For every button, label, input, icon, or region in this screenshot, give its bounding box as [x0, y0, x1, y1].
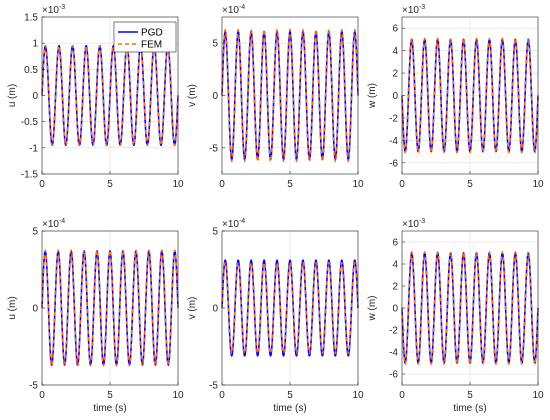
- x-tick-label: 0: [219, 390, 225, 401]
- axis-exponent-label: ×10-3: [402, 218, 425, 230]
- legend-label-fem: FEM: [141, 40, 162, 51]
- y-axis-label: v (m): [187, 84, 198, 107]
- y-tick-label: 5: [212, 39, 218, 50]
- y-tick-label: 6: [392, 238, 398, 249]
- legend-label-pgd: PGD: [141, 28, 163, 39]
- y-axis-label: w (m): [367, 296, 378, 322]
- x-tick-label: 10: [172, 179, 184, 190]
- series-line-fem: [401, 250, 539, 366]
- x-tick-label: 5: [107, 179, 113, 190]
- axis-exponent-label: ×10-4: [222, 218, 245, 230]
- y-tick-label: 4: [392, 46, 398, 57]
- legend-box: [113, 21, 177, 53]
- y-axis-label: w (m): [367, 83, 378, 109]
- y-tick-label: -4: [389, 136, 398, 147]
- y-tick-label: 0: [212, 91, 218, 102]
- chart-panel-3: 0 5 10 -6 -4 -2 0 2 4 6 ×10-3 w (m): [367, 4, 544, 190]
- y-tick-label: 1.5: [24, 13, 38, 24]
- y-tick-label: 0.5: [24, 65, 38, 76]
- x-tick-label: 5: [287, 179, 293, 190]
- x-tick-label: 0: [39, 390, 45, 401]
- y-tick-label: 2: [392, 282, 398, 293]
- y-tick-label: 0: [392, 304, 398, 315]
- y-tick-label: 0: [32, 304, 38, 315]
- y-tick-label: -5: [209, 381, 218, 392]
- y-tick-label: -1.5: [21, 170, 39, 181]
- x-tick-label: 5: [467, 179, 473, 190]
- x-tick-label: 5: [467, 390, 473, 401]
- x-tick-label: 10: [532, 179, 544, 190]
- series-line-fem: [221, 28, 359, 163]
- x-tick-label: 0: [399, 390, 405, 401]
- axis-exponent-label: ×10-3: [42, 4, 65, 16]
- y-tick-label: -0.5: [21, 117, 39, 128]
- y-tick-label: 6: [392, 24, 398, 35]
- x-tick-label: 0: [219, 179, 225, 190]
- y-tick-label: 0: [212, 304, 218, 315]
- x-tick-label: 5: [107, 390, 113, 401]
- y-tick-label: 5: [212, 227, 218, 238]
- series-line-fem: [401, 37, 539, 154]
- y-tick-label: 2: [392, 69, 398, 80]
- chart-panel-2: 0 5 10 -5 0 5 ×10-4 v (m): [187, 4, 364, 190]
- y-tick-label: -6: [389, 370, 398, 381]
- y-tick-label: -5: [209, 143, 218, 154]
- x-axis-label: time (s): [273, 403, 306, 414]
- series-line-fem: [41, 45, 179, 146]
- y-tick-label: 0: [32, 91, 38, 102]
- x-tick-label: 10: [352, 390, 364, 401]
- y-tick-label: -6: [389, 158, 398, 169]
- y-axis-label: u (m): [7, 296, 18, 319]
- chart-panel-5: 0 5 10-505×10-4v (m)time (s): [187, 218, 364, 414]
- y-axis-label: v (m): [187, 297, 198, 320]
- y-tick-label: 0: [392, 91, 398, 102]
- axis-exponent-label: ×10-4: [42, 218, 65, 230]
- y-axis-label: u (m): [7, 84, 18, 107]
- y-tick-label: -4: [389, 348, 398, 359]
- x-tick-label: 10: [532, 390, 544, 401]
- y-tick-label: -2: [389, 113, 398, 124]
- y-tick-label: 1: [32, 39, 38, 50]
- x-tick-label: 0: [39, 179, 45, 190]
- axis-exponent-label: ×10-3: [402, 4, 425, 16]
- x-tick-label: 10: [352, 179, 364, 190]
- x-tick-label: 0: [399, 179, 405, 190]
- x-tick-label: 5: [287, 390, 293, 401]
- y-tick-label: 4: [392, 260, 398, 271]
- x-axis-label: time (s): [93, 403, 126, 414]
- y-tick-label: -5: [29, 381, 38, 392]
- y-tick-label: -2: [389, 326, 398, 337]
- x-tick-label: 10: [172, 390, 184, 401]
- x-axis-label: time (s): [453, 403, 486, 414]
- y-tick-label: -1: [29, 143, 38, 154]
- axis-exponent-label: ×10-4: [222, 4, 245, 16]
- series-line-pgd: [221, 259, 359, 357]
- chart-panel-4: 0 5 10-505×10-4u (m)time (s): [7, 218, 184, 414]
- series-line-fem: [221, 261, 359, 355]
- chart-panel-6: 0 5 10 -6 -4 -2 0 2 4 6 ×10-3 w (m) time (s): [367, 218, 544, 414]
- y-tick-label: 5: [32, 227, 38, 238]
